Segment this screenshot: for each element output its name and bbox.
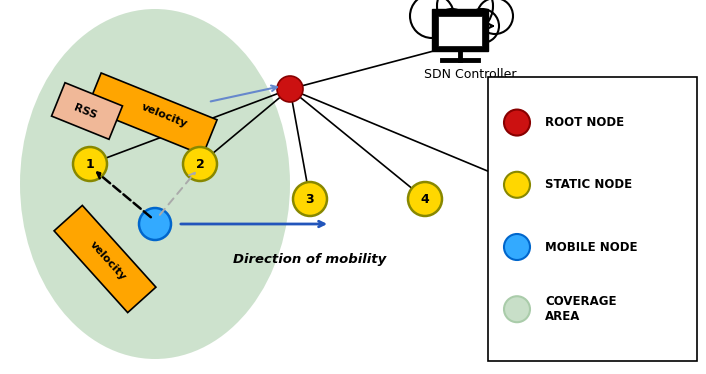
Circle shape	[504, 172, 530, 198]
Text: COVERAGE
AREA: COVERAGE AREA	[545, 295, 616, 323]
Text: Direction of mobility: Direction of mobility	[234, 252, 387, 266]
Text: RSS: RSS	[72, 103, 98, 121]
Circle shape	[437, 0, 493, 34]
Circle shape	[73, 147, 107, 181]
FancyBboxPatch shape	[432, 9, 488, 51]
Text: 1: 1	[85, 157, 95, 171]
Bar	[87, 73, 217, 155]
Text: 2: 2	[196, 157, 204, 171]
Text: 5: 5	[551, 193, 559, 205]
Circle shape	[410, 0, 454, 38]
Circle shape	[538, 182, 572, 216]
Circle shape	[408, 182, 442, 216]
Circle shape	[504, 296, 530, 322]
Text: SDN Controller: SDN Controller	[424, 67, 516, 80]
Text: STATIC NODE: STATIC NODE	[545, 178, 632, 191]
FancyBboxPatch shape	[414, 6, 487, 34]
Text: velocity: velocity	[139, 102, 189, 130]
Circle shape	[477, 0, 513, 34]
Bar	[54, 205, 156, 313]
FancyBboxPatch shape	[488, 77, 697, 361]
Circle shape	[293, 182, 327, 216]
Ellipse shape	[20, 9, 290, 359]
Circle shape	[435, 9, 469, 43]
Circle shape	[277, 76, 303, 102]
Text: velocity: velocity	[88, 239, 128, 282]
FancyBboxPatch shape	[438, 16, 482, 46]
Text: 3: 3	[306, 193, 314, 205]
Circle shape	[139, 208, 171, 240]
Circle shape	[504, 110, 530, 135]
Bar	[52, 83, 122, 139]
Text: ROOT NODE: ROOT NODE	[545, 116, 624, 129]
Circle shape	[465, 9, 499, 43]
Circle shape	[183, 147, 217, 181]
Text: MOBILE NODE: MOBILE NODE	[545, 240, 638, 254]
Circle shape	[504, 234, 530, 260]
Text: 4: 4	[421, 193, 429, 205]
